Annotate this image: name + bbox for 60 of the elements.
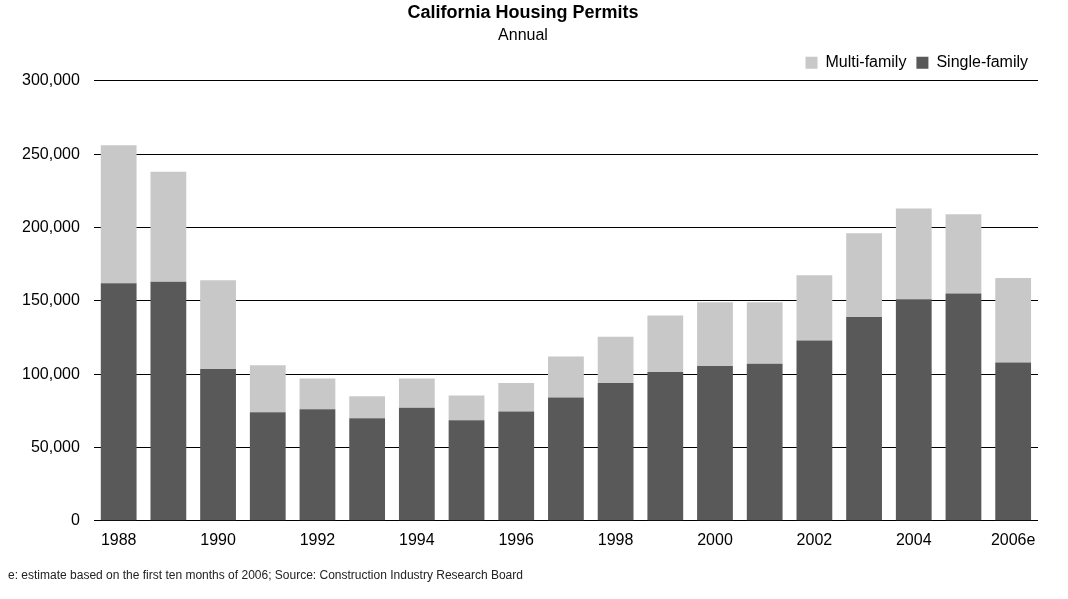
bar — [647, 371, 684, 521]
text: e: estimate based on the first ten months of 2006; Source: Construction Industry Research Board — [8, 568, 523, 582]
chart-title: California Housing Permits — [407, 1, 639, 22]
bar — [548, 356, 584, 398]
bar — [746, 363, 783, 521]
bar — [448, 420, 485, 521]
bar — [597, 382, 634, 521]
bar — [945, 214, 982, 294]
bar — [746, 302, 783, 364]
bar — [249, 412, 286, 521]
bar — [349, 396, 386, 419]
bar — [846, 316, 882, 521]
x-tick-label: 1988 — [100, 530, 137, 548]
bar — [498, 382, 535, 412]
legend-label: Single-family — [936, 53, 1029, 71]
x-tick-label: 1996 — [498, 530, 535, 548]
bar — [846, 233, 882, 317]
bar — [150, 171, 187, 282]
x-tick-label: 2004 — [895, 530, 932, 548]
chart-subtitle: Annual — [498, 25, 548, 43]
bar — [100, 283, 137, 521]
y-tick-label: 150,000 — [21, 291, 80, 309]
y-tick-label: 300,000 — [21, 71, 80, 89]
y-tick-label: 0 — [70, 511, 80, 529]
bar — [945, 293, 982, 521]
bar — [995, 362, 1032, 521]
y-tick-label: 250,000 — [21, 144, 80, 162]
bar — [200, 369, 236, 521]
bar — [349, 418, 386, 521]
y-tick-label: 100,000 — [21, 364, 80, 382]
bar — [498, 411, 535, 521]
x-tick-label: 1998 — [597, 530, 634, 548]
bar — [398, 407, 435, 521]
bar — [150, 281, 187, 521]
bar — [299, 378, 336, 410]
bar — [249, 365, 286, 413]
bar — [697, 302, 733, 367]
x-tick-label: 2002 — [796, 530, 833, 548]
bar — [697, 366, 733, 521]
x-tick-label: 2000 — [697, 530, 733, 548]
bar — [995, 278, 1032, 363]
x-tick-label: 2006e — [990, 530, 1036, 548]
y-tick-label: 50,000 — [30, 437, 80, 455]
bar — [647, 315, 684, 372]
x-tick-label: 1992 — [299, 530, 336, 548]
x-tick-label: 1990 — [200, 530, 236, 548]
bar — [200, 280, 236, 369]
bar — [100, 145, 137, 284]
bar — [448, 395, 485, 421]
y-tick-label: 200,000 — [21, 217, 80, 235]
bar — [548, 397, 584, 521]
bar — [796, 275, 833, 341]
bar — [597, 336, 634, 383]
bar — [398, 378, 435, 408]
legend-label: Multi-family — [825, 53, 907, 71]
bar — [299, 409, 336, 521]
bar — [895, 299, 932, 521]
x-tick-label: 1994 — [399, 530, 435, 548]
bar — [895, 208, 932, 300]
bar — [796, 340, 833, 521]
